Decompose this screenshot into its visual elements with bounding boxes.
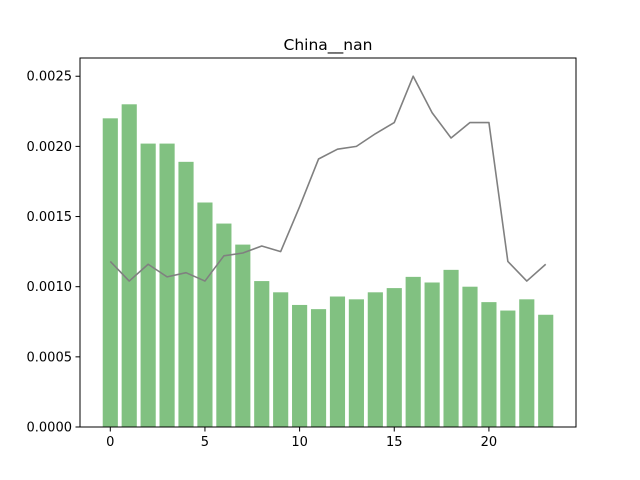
axes: 0 5 10 15 20 0.0000 0.0005 0.0010 0.0015 0.0020 0.… [27, 57, 577, 450]
bar-3 [159, 143, 175, 427]
bar-15 [386, 288, 402, 427]
bar-9 [273, 292, 289, 427]
x-tick-label: 20 [481, 435, 498, 450]
bar-6 [216, 223, 232, 427]
bar-0 [102, 118, 118, 427]
bar-21 [500, 310, 516, 427]
y-tick-label: 0.0005 [27, 350, 73, 365]
bar-20 [481, 302, 497, 427]
bar-19 [462, 286, 478, 427]
plot-area [102, 75, 554, 428]
bar-4 [178, 161, 194, 427]
chart-title: China__nan [284, 36, 373, 55]
x-tick-label: 5 [201, 435, 209, 450]
y-tick-label: 0.0010 [27, 280, 73, 295]
y-tick-label: 0.0000 [27, 421, 73, 436]
x-tick-label: 10 [291, 435, 308, 450]
y-tick-label: 0.0015 [27, 210, 73, 225]
bar-18 [443, 269, 459, 427]
bar-13 [348, 299, 364, 427]
x-tick-label: 15 [386, 435, 403, 450]
bar-10 [292, 304, 308, 427]
bar-23 [538, 314, 554, 427]
bar-7 [235, 244, 251, 427]
y-tick-label: 0.0020 [27, 140, 73, 155]
bar-2 [140, 143, 156, 427]
bar-17 [424, 282, 440, 427]
bar-1 [121, 104, 137, 428]
axes-frame [79, 57, 577, 428]
bar-22 [519, 299, 535, 427]
bar-8 [254, 281, 270, 427]
line-series [109, 75, 547, 282]
bar-5 [197, 202, 213, 427]
bar-11 [310, 309, 327, 427]
bar-12 [329, 296, 346, 427]
bar-14 [367, 292, 383, 427]
bar-16 [405, 276, 421, 427]
x-tick-label: 0 [106, 435, 114, 450]
y-tick-label: 0.0025 [27, 70, 73, 85]
